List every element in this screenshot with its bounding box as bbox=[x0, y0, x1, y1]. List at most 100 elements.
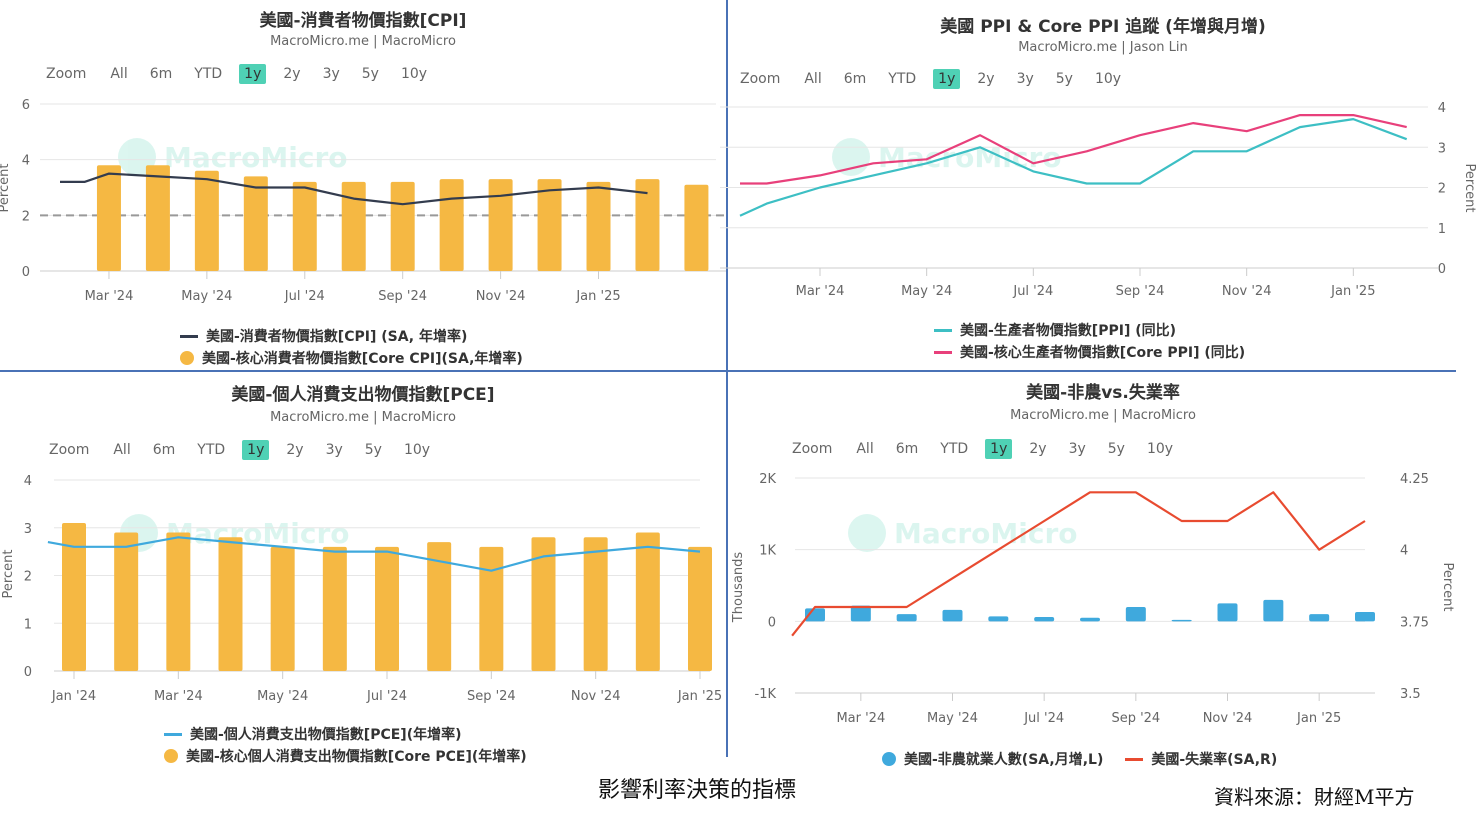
zoom-option-1y[interactable]: 1y bbox=[242, 440, 270, 460]
bar bbox=[96, 165, 121, 271]
y-axis-title: Percent bbox=[1462, 164, 1477, 213]
y-axis-title: Percent bbox=[0, 164, 12, 213]
zoom-option-10y[interactable]: 10y bbox=[400, 66, 428, 82]
legend-line-icon bbox=[1125, 757, 1144, 761]
x-tick-label: May '24 bbox=[257, 689, 308, 704]
x-tick-label: Jan '25 bbox=[1296, 711, 1341, 726]
bar bbox=[684, 184, 709, 271]
zoom-option-6m[interactable]: 6m bbox=[843, 71, 867, 87]
legend-item[interactable]: 美國-非農就業人數(SA,月增,L) bbox=[882, 748, 1103, 770]
legend-item[interactable]: 美國-生產者物價指數[PPI] (同比) bbox=[934, 319, 1245, 341]
zoom-option-2y[interactable]: 2y bbox=[286, 442, 304, 458]
y-tick-label: 1K bbox=[759, 544, 776, 559]
x-tick-label: Nov '24 bbox=[571, 689, 621, 704]
legend-item[interactable]: 美國-個人消費支出物價指數[PCE](年增率) bbox=[164, 723, 527, 745]
chart-subtitle: MacroMicro.me | MacroMicro bbox=[270, 34, 456, 49]
x-tick-label: Mar '24 bbox=[85, 289, 134, 304]
legend-label: 美國-核心消費者物價指數[Core CPI](SA,年增率) bbox=[202, 351, 523, 367]
panel-pce: 美國-個人消費支出物價指數[PCE] MacroMicro.me | Macro… bbox=[0, 372, 726, 765]
y-tick-label: 0 bbox=[768, 615, 776, 630]
zoom-option-1y[interactable]: 1y bbox=[985, 439, 1013, 459]
legend-label: 美國-個人消費支出物價指數[PCE](年增率) bbox=[190, 727, 462, 743]
bar bbox=[896, 614, 917, 622]
legend-item[interactable]: 美國-核心消費者物價指數[Core CPI](SA,年增率) bbox=[180, 347, 523, 369]
zoom-option-ytd[interactable]: YTD bbox=[194, 66, 223, 82]
legend-item[interactable]: 美國-核心生產者物價指數[Core PPI] (同比) bbox=[934, 341, 1245, 363]
zoom-option-10y[interactable]: 10y bbox=[403, 442, 431, 458]
chart-plot: 0 1 2 3 4 Percent Jan '24 Mar '24 May '24 Jul '24… bbox=[1, 474, 722, 704]
zoom-option-5y[interactable]: 5y bbox=[1107, 441, 1125, 457]
zoom-option-2y[interactable]: 2y bbox=[283, 66, 301, 82]
zoom-bar: Zoom All 6m YTD 1y 2y 3y 5y 10y bbox=[49, 440, 447, 460]
chart-plot: 0 1 2 3 4 Percent Mar '24 May '24 Jul '24 Sep '24… bbox=[720, 101, 1477, 299]
x-tick-label: Nov '24 bbox=[1203, 711, 1253, 726]
zoom-option-1y[interactable]: 1y bbox=[239, 64, 267, 84]
bar bbox=[145, 165, 170, 271]
bar bbox=[1080, 617, 1100, 622]
chart-subtitle: MacroMicro.me | Jason Lin bbox=[1018, 40, 1188, 55]
bar bbox=[114, 532, 139, 671]
series-line bbox=[791, 491, 1366, 637]
zoom-option-all[interactable]: All bbox=[856, 441, 874, 457]
zoom-option-2y[interactable]: 2y bbox=[1029, 441, 1047, 457]
bar bbox=[531, 537, 556, 671]
legend-item[interactable]: 美國-失業率(SA,R) bbox=[1125, 748, 1277, 770]
bar bbox=[341, 181, 366, 271]
chart-title: 美國 PPI & Core PPI 追蹤 (年增與月增) bbox=[940, 17, 1266, 37]
zoom-label: Zoom bbox=[792, 441, 833, 457]
bar bbox=[688, 546, 712, 671]
legend-dot-icon bbox=[180, 351, 194, 365]
y-tick-label: 4 bbox=[24, 474, 32, 489]
zoom-option-all[interactable]: All bbox=[110, 66, 128, 82]
legend-item[interactable]: 美國-消費者物價指數[CPI] (SA, 年增率) bbox=[180, 325, 523, 347]
zoom-option-ytd[interactable]: YTD bbox=[197, 442, 226, 458]
watermark: MacroMicro bbox=[118, 138, 348, 176]
zoom-option-3y[interactable]: 3y bbox=[325, 442, 343, 458]
chart-title: 美國-非農vs.失業率 bbox=[1026, 383, 1180, 403]
watermark-logo-icon bbox=[832, 138, 870, 176]
y-tick-label: 1 bbox=[1438, 222, 1446, 237]
horizontal-divider bbox=[0, 370, 1456, 372]
bar bbox=[1309, 614, 1330, 622]
zoom-option-6m[interactable]: 6m bbox=[152, 442, 176, 458]
zoom-option-10y[interactable]: 10y bbox=[1146, 441, 1174, 457]
y-axis-title: Percent bbox=[1, 550, 16, 599]
zoom-option-ytd[interactable]: YTD bbox=[888, 71, 917, 87]
zoom-option-10y[interactable]: 10y bbox=[1094, 71, 1122, 87]
zoom-option-5y[interactable]: 5y bbox=[364, 442, 382, 458]
y-tick-label: 3 bbox=[24, 522, 32, 537]
legend-item[interactable]: 美國-核心個人消費支出物價指數[Core PCE](年增率) bbox=[164, 745, 527, 767]
zoom-option-2y[interactable]: 2y bbox=[977, 71, 995, 87]
legend-label: 美國-生產者物價指數[PPI] (同比) bbox=[960, 323, 1177, 339]
y-tick-label: 6 bbox=[22, 98, 30, 113]
panel-cpi: 美國-消費者物價指數[CPI] MacroMicro.me | MacroMic… bbox=[0, 0, 726, 370]
bar bbox=[988, 616, 1009, 622]
legend-line-icon bbox=[164, 732, 182, 736]
series-line bbox=[739, 117, 1408, 217]
bar bbox=[390, 181, 415, 271]
chart-legend: 美國-生產者物價指數[PPI] (同比) 美國-核心生產者物價指數[Core PP… bbox=[934, 319, 1245, 363]
zoom-option-all[interactable]: All bbox=[804, 71, 822, 87]
zoom-option-ytd[interactable]: YTD bbox=[940, 441, 969, 457]
y-tick-label: 0 bbox=[24, 665, 32, 680]
zoom-option-3y[interactable]: 3y bbox=[322, 66, 340, 82]
series-line bbox=[47, 536, 701, 572]
zoom-option-5y[interactable]: 5y bbox=[1055, 71, 1073, 87]
bar bbox=[243, 176, 268, 271]
bar bbox=[942, 609, 963, 622]
x-tick-label: Jan '25 bbox=[575, 289, 620, 304]
legend-dot-icon bbox=[164, 749, 178, 763]
zoom-option-3y[interactable]: 3y bbox=[1068, 441, 1086, 457]
zoom-option-1y[interactable]: 1y bbox=[933, 69, 961, 89]
zoom-option-3y[interactable]: 3y bbox=[1016, 71, 1034, 87]
zoom-bar: Zoom All 6m YTD 1y 2y 3y 5y 10y bbox=[46, 64, 444, 84]
zoom-option-5y[interactable]: 5y bbox=[361, 66, 379, 82]
x-tick-label: Sep '24 bbox=[1116, 284, 1165, 299]
zoom-option-all[interactable]: All bbox=[113, 442, 131, 458]
y-tick-label: 1 bbox=[24, 617, 32, 632]
chart-legend: 美國-消費者物價指數[CPI] (SA, 年增率) 美國-核心消費者物價指數[Co… bbox=[180, 325, 523, 369]
zoom-option-6m[interactable]: 6m bbox=[895, 441, 919, 457]
bar bbox=[1171, 619, 1192, 622]
zoom-option-6m[interactable]: 6m bbox=[149, 66, 173, 82]
vertical-divider bbox=[726, 0, 728, 757]
